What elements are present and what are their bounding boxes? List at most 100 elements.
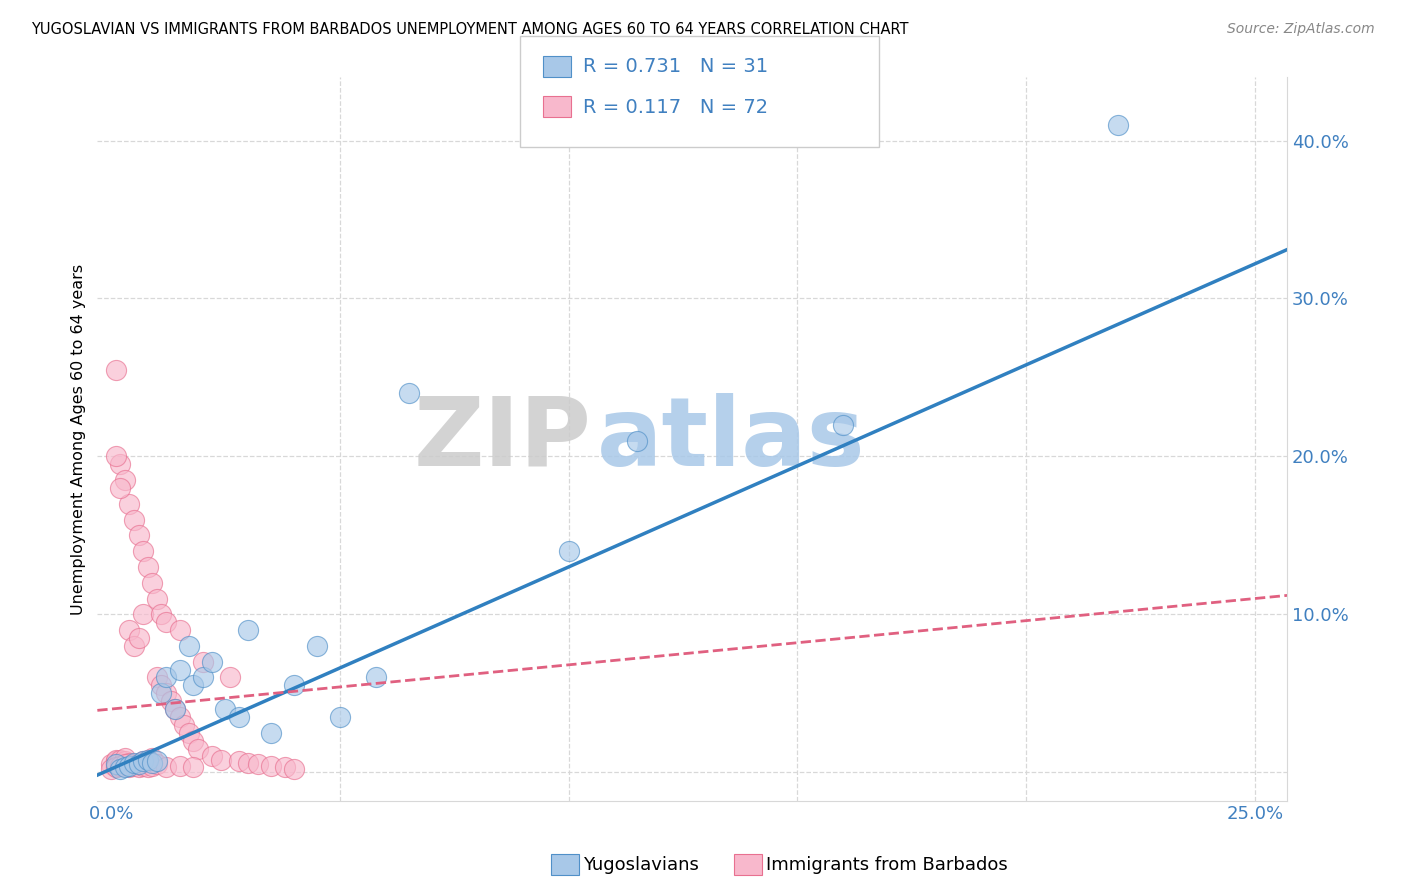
Point: [228, 710, 250, 724]
Point: [146, 591, 169, 606]
Point: [177, 725, 200, 739]
Point: [155, 615, 177, 630]
Text: Yugoslavians: Yugoslavians: [583, 856, 699, 874]
Point: [136, 753, 159, 767]
Point: [136, 560, 159, 574]
Point: [169, 623, 191, 637]
Point: [104, 753, 127, 767]
Point: [100, 762, 122, 776]
Point: [150, 686, 173, 700]
Point: [305, 639, 328, 653]
Point: [214, 702, 236, 716]
Point: [136, 753, 159, 767]
Point: [128, 757, 150, 772]
Point: [183, 733, 205, 747]
Point: [150, 678, 173, 692]
Point: [128, 631, 150, 645]
Point: [183, 678, 205, 692]
Point: [165, 702, 187, 716]
Point: [114, 473, 136, 487]
Point: [104, 760, 127, 774]
Point: [283, 762, 305, 776]
Text: Immigrants from Barbados: Immigrants from Barbados: [766, 856, 1008, 874]
Point: [219, 670, 242, 684]
Point: [114, 760, 136, 774]
Text: R = 0.731   N = 31: R = 0.731 N = 31: [583, 57, 769, 77]
Point: [150, 607, 173, 622]
Point: [104, 757, 127, 772]
Point: [187, 741, 209, 756]
Point: [110, 481, 132, 495]
Point: [132, 544, 155, 558]
Point: [136, 760, 159, 774]
Point: [122, 756, 145, 770]
Point: [122, 757, 145, 772]
Point: [110, 753, 132, 767]
Point: [557, 544, 579, 558]
Text: atlas: atlas: [598, 392, 866, 485]
Point: [398, 386, 420, 401]
Point: [132, 759, 155, 773]
Point: [114, 757, 136, 772]
Y-axis label: Unemployment Among Ages 60 to 64 years: Unemployment Among Ages 60 to 64 years: [72, 263, 86, 615]
Point: [132, 607, 155, 622]
Point: [191, 655, 214, 669]
Point: [228, 754, 250, 768]
Point: [122, 639, 145, 653]
Point: [169, 663, 191, 677]
Point: [146, 670, 169, 684]
Point: [173, 718, 195, 732]
Point: [159, 694, 181, 708]
Point: [246, 757, 269, 772]
Point: [155, 760, 177, 774]
Point: [238, 756, 260, 770]
Point: [329, 710, 352, 724]
Point: [283, 678, 305, 692]
Point: [141, 751, 163, 765]
Point: [114, 757, 136, 772]
Point: [201, 749, 224, 764]
Point: [122, 512, 145, 526]
Point: [132, 754, 155, 768]
Text: ZIP: ZIP: [413, 392, 591, 485]
Point: [260, 759, 283, 773]
Point: [201, 655, 224, 669]
Point: [165, 702, 187, 716]
Point: [122, 759, 145, 773]
Point: [146, 754, 169, 768]
Point: [155, 670, 177, 684]
Point: [832, 417, 855, 432]
Point: [118, 760, 141, 774]
Point: [209, 753, 232, 767]
Point: [1107, 118, 1129, 132]
Point: [110, 759, 132, 773]
Point: [104, 754, 127, 768]
Point: [128, 756, 150, 770]
Text: Source: ZipAtlas.com: Source: ZipAtlas.com: [1227, 22, 1375, 37]
Point: [128, 528, 150, 542]
Point: [118, 497, 141, 511]
Point: [118, 623, 141, 637]
Point: [155, 686, 177, 700]
Point: [141, 756, 163, 770]
Point: [114, 751, 136, 765]
Point: [100, 757, 122, 772]
Point: [110, 458, 132, 472]
Point: [183, 760, 205, 774]
Point: [132, 754, 155, 768]
Point: [104, 756, 127, 770]
Text: R = 0.117   N = 72: R = 0.117 N = 72: [583, 97, 769, 117]
Point: [146, 757, 169, 772]
Point: [169, 710, 191, 724]
Point: [110, 759, 132, 773]
Point: [366, 670, 388, 684]
Point: [110, 756, 132, 770]
Point: [274, 760, 297, 774]
Point: [191, 670, 214, 684]
Point: [114, 754, 136, 768]
Point: [118, 756, 141, 770]
Point: [104, 760, 127, 774]
Point: [104, 757, 127, 772]
Point: [104, 759, 127, 773]
Point: [118, 759, 141, 773]
